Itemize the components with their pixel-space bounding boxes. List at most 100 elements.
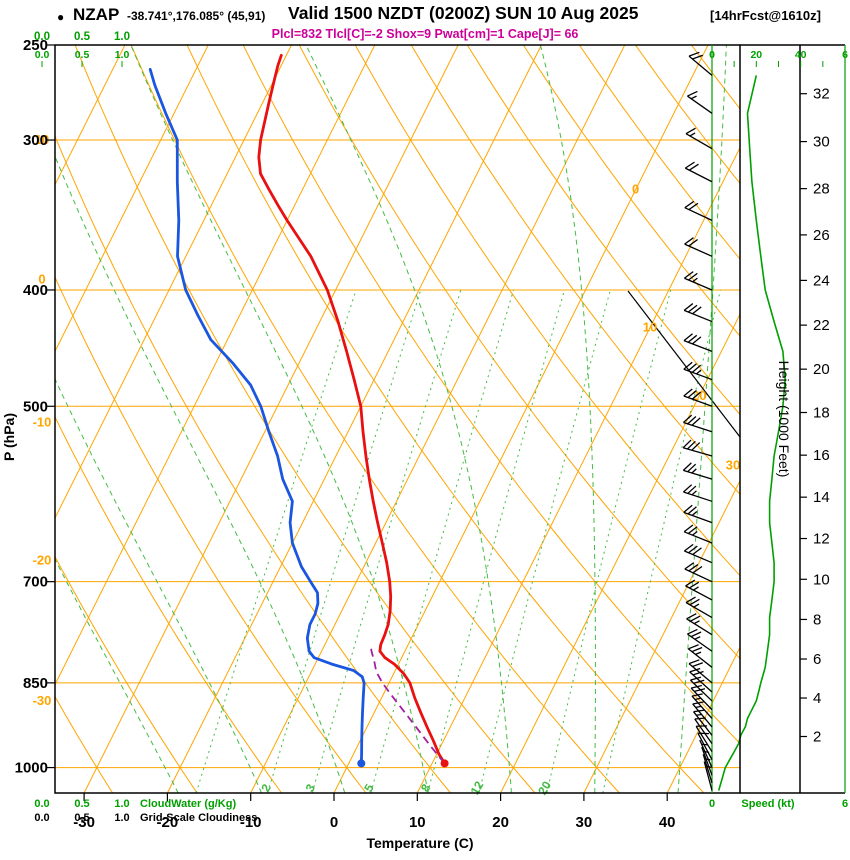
station-bullet-icon: ●: [57, 10, 65, 24]
wind-barb-staff: [694, 718, 713, 744]
wind-barb-full: [690, 615, 701, 622]
mixing-ratio-line: [267, 289, 422, 793]
mixing-ratio-line: [427, 289, 565, 793]
wind-barb-staff: [685, 133, 713, 150]
dry-adiabat-line: [55, 415, 282, 793]
wind-barb-half: [693, 603, 700, 608]
wind-speed-curve: [717, 75, 787, 791]
isotherm-label: 0: [632, 182, 639, 197]
temperature-tick-label: -20: [157, 814, 179, 831]
wind-barb-half: [696, 369, 702, 375]
cloudiness-scale-tick-bottom: 0.0: [34, 812, 49, 824]
wind-barb-full: [687, 526, 698, 534]
pressure-tick-label: 700: [23, 574, 48, 591]
dry-adiabat-line: [242, 45, 740, 745]
pressure-tick-label: 400: [23, 282, 48, 299]
wind-barb-full: [687, 485, 697, 494]
wind-barb-full: [692, 306, 702, 315]
temperature-tick-label: 30: [576, 814, 593, 831]
wind-barb-full: [683, 543, 694, 552]
height-tick-label: 6: [813, 651, 821, 668]
wind-barb-half: [692, 530, 698, 536]
moist-adiabat-line: [677, 45, 727, 793]
speed-scale-tick-top: 20: [750, 49, 762, 61]
temperature-tick-label: -10: [240, 814, 262, 831]
mixing-ratio-line: [195, 289, 357, 793]
dry-adiabat-label: -30: [33, 693, 52, 708]
wind-barb-full: [694, 688, 706, 693]
height-tick-label: 30: [813, 134, 830, 151]
dry-adiabat-line: [578, 45, 740, 260]
isotherm-line: [55, 45, 126, 186]
dewpoint-curve: [148, 68, 366, 765]
temperature-tick-label: -30: [73, 814, 95, 831]
wind-barb-full: [688, 545, 698, 554]
height-tick-label: 18: [813, 404, 830, 421]
wind-barb-half: [694, 697, 701, 701]
wind-barb-full: [683, 484, 693, 493]
isotherm-line: [250, 45, 626, 793]
pressure-tick-label: 1000: [15, 760, 48, 777]
cloudiness-label: Grid-Scale Cloudiness: [140, 812, 257, 824]
isotherm-label: 20: [692, 388, 706, 403]
wind-barb-full: [687, 440, 696, 450]
height-axis-label: Height (1000 Feet): [776, 361, 792, 478]
moist-adiabat-line: [55, 155, 346, 793]
sounding-profiles: [148, 53, 449, 768]
wind-barb-full: [687, 415, 697, 425]
isotherm-line: [416, 146, 740, 793]
wind-barb-staff: [683, 469, 713, 480]
dry-adiabat-label: 0: [38, 271, 45, 286]
wind-barb-full: [693, 679, 705, 684]
wind-barb-half: [693, 620, 700, 625]
wind-barb-full: [691, 684, 702, 689]
mixing-ratio-line: [602, 289, 721, 793]
wind-barb-half: [701, 743, 708, 746]
wind-barb-full: [688, 644, 699, 650]
moist-adiabat-line: [539, 45, 596, 793]
dry-adiabat-line: [55, 555, 198, 793]
wind-barb-full: [683, 361, 693, 370]
cloudwater-label: CloudWater (g/Kg): [140, 798, 236, 810]
pressure-tick-label: 250: [23, 37, 48, 54]
wind-barb-full: [690, 676, 702, 681]
wind-barb-full: [694, 717, 706, 720]
upper-right-boundary-line: [627, 290, 740, 438]
cloudwater-scale-tick-top: 1.0: [114, 31, 130, 43]
height-tick-label: 8: [813, 611, 821, 628]
wind-barb-full: [691, 417, 701, 426]
valid-time-title: Valid 1500 NZDT (0200Z) SUN 10 Aug 2025: [288, 3, 639, 23]
mixing-ratio-line: [311, 289, 462, 793]
temperature-tick-label: 0: [330, 814, 338, 831]
wind-barb-full: [687, 389, 697, 399]
sounding-parameters: Plcl=832 Tlcl[C]=-2 Shox=9 Pwat[cm]=1 Ca…: [271, 27, 579, 41]
wind-barb-full: [687, 363, 697, 372]
station-name: NZAP: [73, 5, 120, 24]
wind-barb-staff: [695, 725, 713, 753]
cloudiness-scale-tick-top: 0.5: [75, 49, 90, 61]
dry-adiabat-line: [747, 45, 850, 793]
wind-barb-full: [691, 442, 701, 451]
height-tick-label: 24: [813, 272, 830, 289]
cloudwater-scale-tick-top: 0.0: [34, 31, 50, 43]
wind-barb-full: [687, 628, 698, 635]
cloudiness-scale-tick-top: 0.0: [35, 49, 50, 61]
wind-barb-full: [687, 506, 697, 515]
pressure-axis-label: P (hPa): [1, 413, 17, 461]
cloudwater-scale-tick-bottom: 0.0: [34, 798, 49, 810]
isotherm-line: [666, 646, 740, 793]
height-tick-label: 20: [813, 361, 830, 378]
isotherm-line: [166, 45, 542, 793]
isotherm-label: 10: [643, 320, 657, 335]
wind-barb-full: [691, 391, 702, 400]
wind-barb-full: [688, 163, 699, 171]
forecast-hour-label: [14hrFcst@1610z]: [710, 8, 821, 23]
wind-barb-half: [693, 586, 699, 591]
moist-adiabat-line: [130, 45, 429, 793]
wind-barb-half: [691, 468, 697, 474]
mixing-ratio-label: 20: [535, 778, 554, 797]
cloudiness-scale-tick-top: 1.0: [115, 49, 130, 61]
temperature-tick-label: 40: [659, 814, 676, 831]
speed-scale-tick-top: 6: [842, 49, 848, 61]
